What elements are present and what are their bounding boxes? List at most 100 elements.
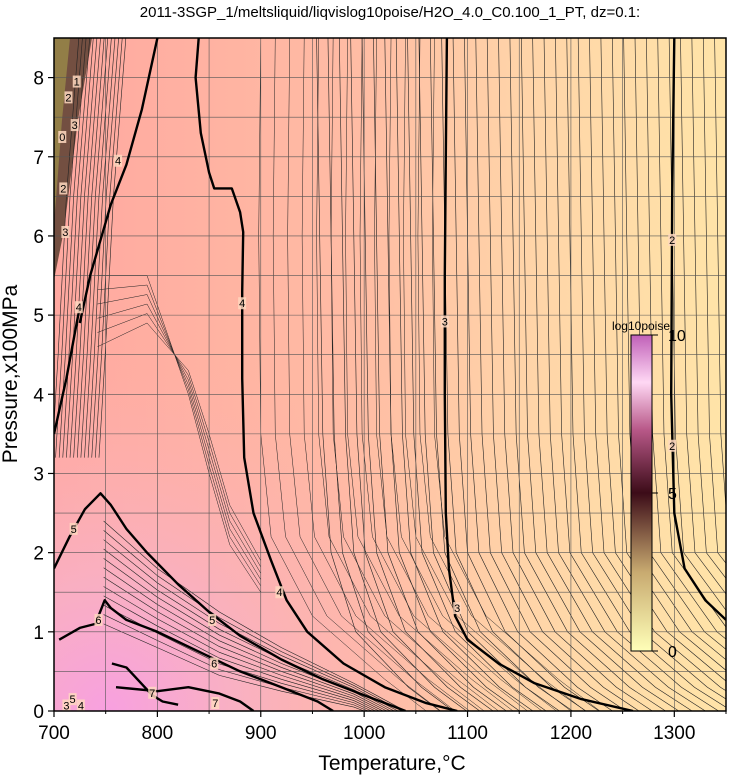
contour-label: 2	[65, 92, 71, 104]
contour-label: 4	[78, 700, 84, 712]
x-tick-label: 900	[245, 723, 277, 744]
contour-label-background	[76, 699, 85, 711]
y-axis-ticks: 0 1 2 3 4 5 6 7 8	[33, 69, 54, 723]
contour-label-background	[59, 182, 68, 195]
major-contour-level-6	[58, 599, 334, 711]
minor-contour-line	[97, 294, 261, 580]
contour-label: 1	[74, 77, 80, 89]
minor-contour-line	[97, 284, 261, 587]
minor-contour-line	[103, 539, 399, 711]
contour-label-background	[668, 233, 677, 246]
minor-contour-line	[103, 530, 402, 711]
minor-contour-line	[103, 520, 406, 711]
major-contour-level-5	[54, 492, 406, 711]
x-axis-label: Temperature,°C	[318, 752, 465, 775]
y-tick-label: 5	[33, 306, 44, 327]
colorbar-tick-label: 0	[668, 644, 677, 661]
contour-label-background	[114, 154, 123, 167]
minor-contour-line	[97, 313, 261, 568]
y-tick-label: 7	[33, 148, 44, 169]
colorbar-tick-label: 10	[668, 328, 686, 345]
colorbar-ticks: 0 5 10	[652, 328, 686, 661]
colorbar-title: log10poise	[612, 319, 670, 333]
contour-label-background	[70, 119, 79, 132]
contour-label: 7	[212, 698, 218, 710]
minor-contour-line	[103, 586, 380, 711]
contour-label-background	[210, 657, 219, 670]
y-tick-label: 0	[33, 702, 44, 723]
contour-label-background	[61, 225, 70, 238]
minor-contour-line	[103, 567, 387, 711]
contour-label: 5	[209, 615, 215, 627]
x-tick-label: 800	[142, 723, 174, 744]
contour-label: 6	[95, 615, 101, 627]
x-axis-ticks: 700 800 900 1000 1100 1200 1300	[38, 711, 727, 744]
contour-label: 3	[72, 120, 78, 132]
x-tick-label: 1100	[447, 723, 488, 744]
contour-label-background	[62, 699, 71, 711]
contour-label-background	[211, 697, 220, 710]
contour-label: 3	[62, 227, 68, 239]
contour-label: 3	[442, 316, 448, 328]
y-tick-label: 8	[33, 69, 44, 90]
chart-title: 2011-3SGP_1/meltsliquid/liqvislog10poise…	[140, 4, 640, 21]
contour-label: 4	[76, 302, 82, 314]
y-axis-label: Pressure,x100MPa	[0, 284, 22, 463]
contour-label-background	[58, 130, 67, 143]
x-tick-label: 1300	[653, 723, 695, 744]
contour-label-background	[148, 686, 157, 699]
x-tick-label: 700	[38, 723, 70, 744]
colorbar-ramp	[630, 334, 653, 652]
contour-label: 0	[59, 132, 65, 144]
minor-contour-line	[103, 614, 369, 711]
contour-label: 5	[70, 694, 76, 706]
major-contour-level-4	[194, 38, 458, 711]
y-tick-label: 2	[33, 544, 44, 565]
x-tick-label: 1200	[550, 723, 592, 744]
major-contour-level-3	[443, 38, 634, 711]
minor-contour-line	[103, 558, 391, 711]
y-tick-label: 3	[33, 464, 44, 485]
plot-frame	[53, 37, 727, 712]
contour-label: 3	[454, 603, 460, 615]
y-tick-label: 1	[33, 623, 44, 644]
contour-label-background	[69, 522, 78, 535]
contour-label: 2	[669, 235, 675, 247]
contour-label-background	[275, 586, 284, 599]
y-tick-label: 6	[33, 227, 44, 248]
contour-label: 2	[60, 183, 66, 195]
contour-label-background	[64, 91, 73, 104]
major-contour-level-2	[670, 38, 726, 621]
x-tick-label: 1000	[343, 723, 385, 744]
contour-label-background	[208, 613, 217, 626]
contour-label: 5	[71, 524, 77, 536]
contour-label: 4	[115, 156, 121, 168]
contour-label-background	[440, 315, 449, 328]
colorbar-tick-label: 5	[668, 486, 677, 503]
contour-label-background	[668, 439, 677, 452]
minor-contour-line	[103, 623, 365, 711]
heatmap-olive-edge-region	[54, 38, 70, 220]
minor-contour-line	[97, 322, 261, 561]
minor-contour-line	[97, 303, 261, 574]
contour-label: 4	[276, 587, 282, 599]
contour-label: 6	[211, 658, 217, 670]
y-tick-label: 4	[33, 385, 44, 406]
contour-label: 4	[239, 298, 245, 310]
grid-lines	[54, 38, 726, 711]
colorbar: log10poise 0 5 10	[612, 319, 686, 661]
contour-label-background	[68, 693, 77, 706]
contour-label: 3	[63, 700, 69, 712]
contour-label-background	[238, 297, 247, 310]
major-contour-level-4	[78, 38, 159, 324]
contour-label: 2	[669, 441, 675, 453]
minor-contour-line	[103, 576, 384, 711]
contour-label-background	[74, 301, 83, 314]
contour-label-background	[453, 602, 462, 615]
contour-label-background	[72, 75, 81, 88]
contour-label-background	[94, 613, 103, 626]
contour-label: 7	[149, 688, 155, 700]
